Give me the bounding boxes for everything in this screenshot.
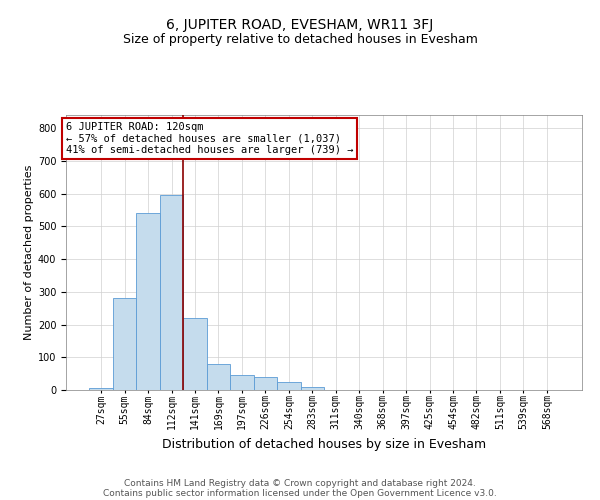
Text: 6, JUPITER ROAD, EVESHAM, WR11 3FJ: 6, JUPITER ROAD, EVESHAM, WR11 3FJ (166, 18, 434, 32)
Bar (89, 388, 113, 390)
X-axis label: Distribution of detached houses by size in Evesham: Distribution of detached houses by size … (162, 438, 486, 451)
Bar (136, 213, 160, 390)
Bar (183, 318, 207, 390)
Bar (230, 376, 254, 390)
Bar (277, 382, 301, 390)
Bar (254, 377, 277, 390)
Bar (160, 195, 183, 390)
Text: Size of property relative to detached houses in Evesham: Size of property relative to detached ho… (122, 32, 478, 46)
Text: Contains HM Land Registry data © Crown copyright and database right 2024.: Contains HM Land Registry data © Crown c… (124, 478, 476, 488)
Bar (207, 364, 230, 390)
Text: 6 JUPITER ROAD: 120sqm
← 57% of detached houses are smaller (1,037)
41% of semi-: 6 JUPITER ROAD: 120sqm ← 57% of detached… (66, 122, 353, 155)
Y-axis label: Number of detached properties: Number of detached properties (23, 165, 34, 340)
Bar (113, 298, 136, 390)
Bar (301, 386, 324, 390)
Text: Contains public sector information licensed under the Open Government Licence v3: Contains public sector information licen… (103, 488, 497, 498)
